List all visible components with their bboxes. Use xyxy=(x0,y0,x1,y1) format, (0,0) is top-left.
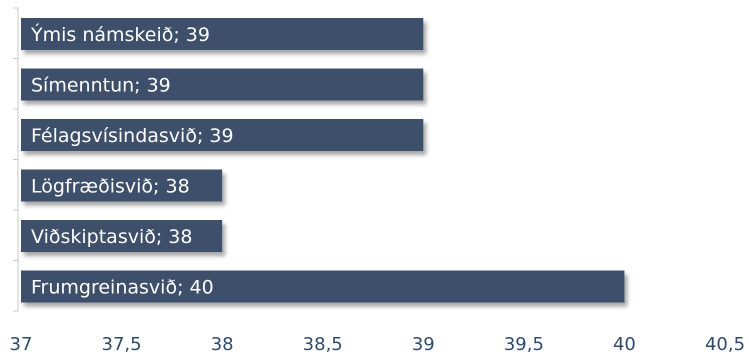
bar-data-label: Viðskiptasvið; 38 xyxy=(31,226,192,248)
bar xyxy=(21,169,223,202)
bar-data-label: Ýmis námskeið; 39 xyxy=(30,23,210,46)
x-tick-label: 38 xyxy=(211,334,234,355)
x-tick-label: 37 xyxy=(10,334,33,355)
bar xyxy=(21,270,625,303)
x-tick-label: 40,5 xyxy=(705,334,745,355)
bar xyxy=(21,119,424,151)
x-tick-label: 37,5 xyxy=(102,334,142,355)
bar-data-label: Lögfræðisvið; 38 xyxy=(31,176,190,198)
x-tick-label: 39 xyxy=(412,334,435,355)
bar xyxy=(21,220,223,252)
axis-layer xyxy=(13,7,19,312)
bar-data-label: Símenntun; 39 xyxy=(31,75,171,97)
x-axis-ticks: 37 37,5 38 38,5 39 39,5 40 40,5 xyxy=(10,334,745,355)
bars-layer: Ýmis námskeið; 39 Símenntun; 39 Félagsvísi… xyxy=(21,18,625,303)
bar xyxy=(21,68,424,101)
bar xyxy=(21,18,424,50)
x-tick-label: 39,5 xyxy=(504,334,544,355)
bar-data-label: Frumgreinasvið; 40 xyxy=(31,277,214,299)
bar-data-label: Félagsvísindasvið; 39 xyxy=(31,125,234,147)
x-tick-label: 40 xyxy=(613,334,636,355)
x-tick-label: 38,5 xyxy=(303,334,343,355)
